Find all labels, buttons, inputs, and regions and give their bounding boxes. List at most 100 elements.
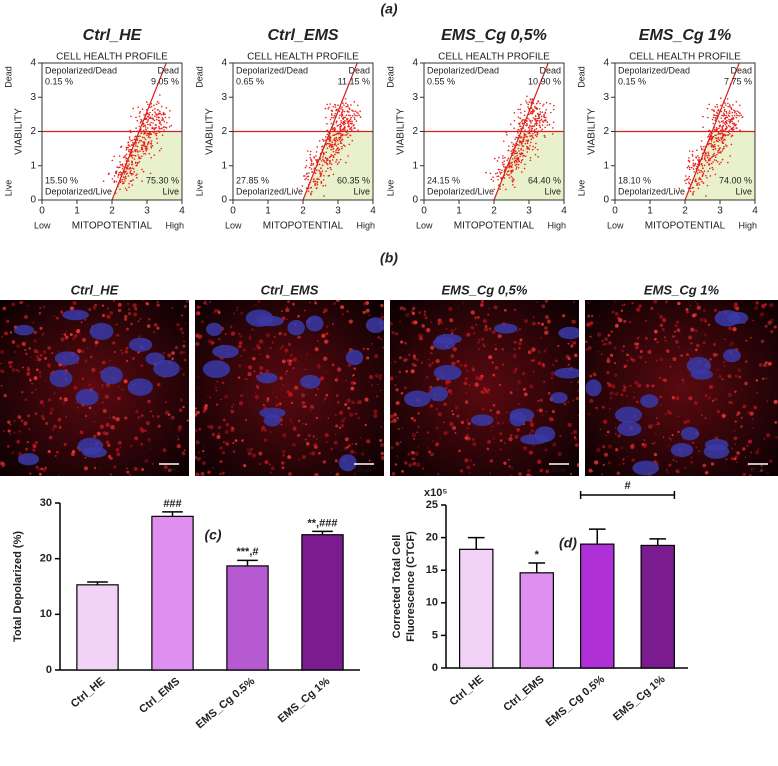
event-dot (322, 185, 324, 187)
mito-speck (621, 310, 623, 312)
micrograph-content: 20 µm (0, 299, 190, 476)
event-dot (704, 170, 706, 172)
event-dot (350, 134, 352, 136)
mito-speck (53, 425, 57, 429)
x-tick-label: 4 (179, 206, 185, 217)
mito-speck (411, 451, 415, 455)
mito-speck (0, 461, 4, 465)
event-dot (736, 127, 738, 129)
nucleus (128, 378, 153, 395)
event-dot (516, 161, 518, 163)
mito-speck (518, 341, 522, 345)
mito-speck (24, 398, 27, 401)
nucleus (617, 421, 641, 436)
event-dot (151, 106, 153, 108)
mito-speck (589, 399, 593, 403)
event-dot (726, 111, 728, 113)
mito-speck (254, 371, 256, 373)
event-dot (333, 117, 335, 119)
event-dot (522, 155, 524, 157)
event-dot (715, 117, 717, 119)
event-dot (340, 141, 342, 143)
event-dot (536, 120, 538, 122)
nucleus (586, 379, 602, 396)
mito-speck (336, 394, 339, 397)
mito-speck (306, 442, 310, 446)
event-dot (335, 106, 337, 108)
mito-speck (489, 472, 491, 474)
event-dot (537, 149, 539, 151)
mito-speck (530, 423, 534, 427)
event-dot (712, 137, 714, 139)
y-live: Live (194, 180, 204, 197)
mito-speck (417, 446, 419, 448)
mito-speck (0, 363, 1, 364)
event-dot (150, 157, 152, 159)
mito-speck (584, 405, 586, 407)
event-dot (340, 120, 342, 122)
mito-speck (734, 458, 737, 461)
mito-speck (490, 459, 493, 462)
event-dot (140, 122, 142, 124)
event-dot (129, 136, 131, 138)
mito-speck (126, 347, 129, 350)
x-low: Low (416, 220, 433, 230)
event-dot (500, 177, 502, 179)
mito-speck (545, 315, 549, 319)
event-dot (723, 129, 725, 131)
event-dot (502, 184, 504, 186)
event-dot (509, 164, 511, 166)
mito-speck (514, 309, 517, 312)
mito-speck (499, 384, 501, 386)
mito-speck (475, 382, 479, 386)
event-dot (502, 157, 504, 159)
event-dot (311, 163, 313, 165)
quadrant-label: Depolarized/Live (427, 186, 494, 196)
mito-speck (691, 456, 693, 458)
mito-speck (141, 468, 144, 471)
event-dot (331, 163, 333, 165)
event-dot (343, 124, 345, 126)
mito-speck (767, 472, 769, 474)
event-dot (724, 122, 726, 124)
mito-speck (617, 472, 620, 475)
mito-speck (48, 450, 51, 453)
event-dot (138, 142, 140, 144)
event-dot (122, 181, 124, 183)
mito-speck (56, 451, 59, 454)
event-dot (318, 170, 320, 172)
event-dot (514, 153, 516, 155)
event-dot (338, 117, 340, 119)
mito-speck (77, 407, 79, 409)
event-dot (143, 133, 145, 135)
mito-speck (203, 406, 207, 410)
event-dot (334, 104, 336, 106)
mito-speck (623, 320, 626, 323)
event-dot (141, 148, 143, 150)
mito-speck (43, 305, 46, 308)
mito-speck (130, 323, 132, 325)
event-dot (721, 127, 723, 129)
mito-speck (177, 471, 178, 472)
event-dot (693, 171, 695, 173)
quadrant-value: 64.40 % (528, 175, 561, 185)
mito-speck (736, 462, 737, 463)
mito-speck (593, 372, 597, 376)
event-dot (532, 149, 534, 151)
event-dot (156, 114, 158, 116)
event-dot (552, 127, 554, 129)
event-dot (124, 180, 126, 182)
event-dot (129, 173, 131, 175)
quadrant-value: 60.35 % (337, 175, 370, 185)
mito-speck (332, 364, 335, 367)
event-dot (722, 142, 724, 144)
event-dot (348, 114, 350, 116)
mito-speck (517, 380, 521, 384)
mito-speck (40, 327, 43, 330)
y-tick-label: 1 (603, 160, 609, 171)
mito-speck (9, 365, 12, 368)
mito-speck (610, 354, 613, 357)
panel-label: (c) (204, 527, 221, 543)
event-dot (723, 148, 725, 150)
event-dot (719, 140, 721, 142)
